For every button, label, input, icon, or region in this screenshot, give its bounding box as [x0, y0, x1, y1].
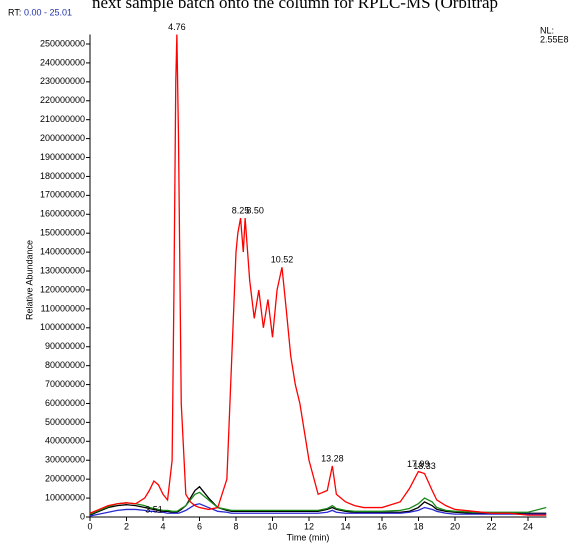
- y-tick-label: 130000000: [40, 265, 85, 275]
- x-tick-label: 0: [87, 521, 92, 531]
- y-tick-label: 20000000: [45, 474, 85, 484]
- x-tick-label: 10: [267, 521, 277, 531]
- y-tick-label: 40000000: [45, 436, 85, 446]
- y-tick-label: 160000000: [40, 209, 85, 219]
- y-tick-label: 120000000: [40, 284, 85, 294]
- x-tick-label: 24: [523, 521, 533, 531]
- peak-label: 4.76: [168, 22, 186, 32]
- caption: next sample batch onto the column for RP…: [92, 0, 498, 12]
- y-tick-label: 190000000: [40, 152, 85, 162]
- x-axis-label: Time (min): [287, 532, 330, 542]
- peak-label: 18.33: [413, 461, 436, 471]
- y-tick-label: 110000000: [41, 303, 85, 313]
- peak-label: 17.99: [407, 459, 430, 469]
- y-tick-label: 30000000: [45, 455, 85, 465]
- y-tick-label: 170000000: [40, 190, 85, 200]
- x-tick-label: 2: [124, 521, 129, 531]
- x-tick-label: 20: [450, 521, 460, 531]
- y-tick-label: 50000000: [45, 417, 85, 427]
- rt-label: RT:: [8, 7, 21, 17]
- trace: [89, 491, 547, 515]
- x-tick-label: 6: [197, 521, 202, 531]
- y-tick-label: 0: [80, 511, 85, 521]
- rt-range: 0.00 - 25.01: [24, 7, 72, 17]
- y-tick-label: 80000000: [45, 360, 85, 370]
- y-tick-label: 230000000: [40, 76, 85, 86]
- trace: [89, 34, 547, 516]
- y-tick-label: 220000000: [40, 95, 85, 105]
- y-tick-label: 250000000: [40, 38, 85, 48]
- x-tick-label: 4: [160, 521, 165, 531]
- trace: [89, 503, 547, 517]
- y-tick-label: 240000000: [40, 57, 85, 67]
- y-tick-label: 200000000: [40, 133, 85, 143]
- y-tick-label: 210000000: [40, 114, 85, 124]
- y-tick-label: 70000000: [45, 379, 85, 389]
- peak-label: 10.52: [271, 255, 294, 265]
- y-tick-label: 100000000: [40, 322, 85, 332]
- x-tick-label: 16: [377, 521, 387, 531]
- nl-label: NL:: [540, 25, 554, 35]
- trace: [89, 485, 547, 516]
- peak-label: 8.25: [232, 205, 250, 215]
- y-tick-label: 180000000: [40, 171, 85, 181]
- nl-value: 2.55E8: [540, 34, 569, 44]
- y-tick-label: 90000000: [45, 341, 85, 351]
- y-tick-label: 10000000: [45, 492, 85, 502]
- x-tick-label: 12: [304, 521, 314, 531]
- x-tick-label: 8: [233, 521, 238, 531]
- peak-label: 8.50: [246, 205, 264, 215]
- y-tick-label: 150000000: [40, 228, 85, 238]
- y-tick-label: 60000000: [45, 398, 85, 408]
- peak-label: 13.28: [321, 453, 344, 463]
- x-tick-label: 18: [413, 521, 423, 531]
- y-tick-label: 140000000: [40, 246, 85, 256]
- y-axis-label: Relative Abundance: [24, 240, 34, 320]
- peak-label: 3.51: [145, 504, 163, 514]
- x-tick-label: 14: [340, 521, 350, 531]
- x-tick-label: 22: [486, 521, 496, 531]
